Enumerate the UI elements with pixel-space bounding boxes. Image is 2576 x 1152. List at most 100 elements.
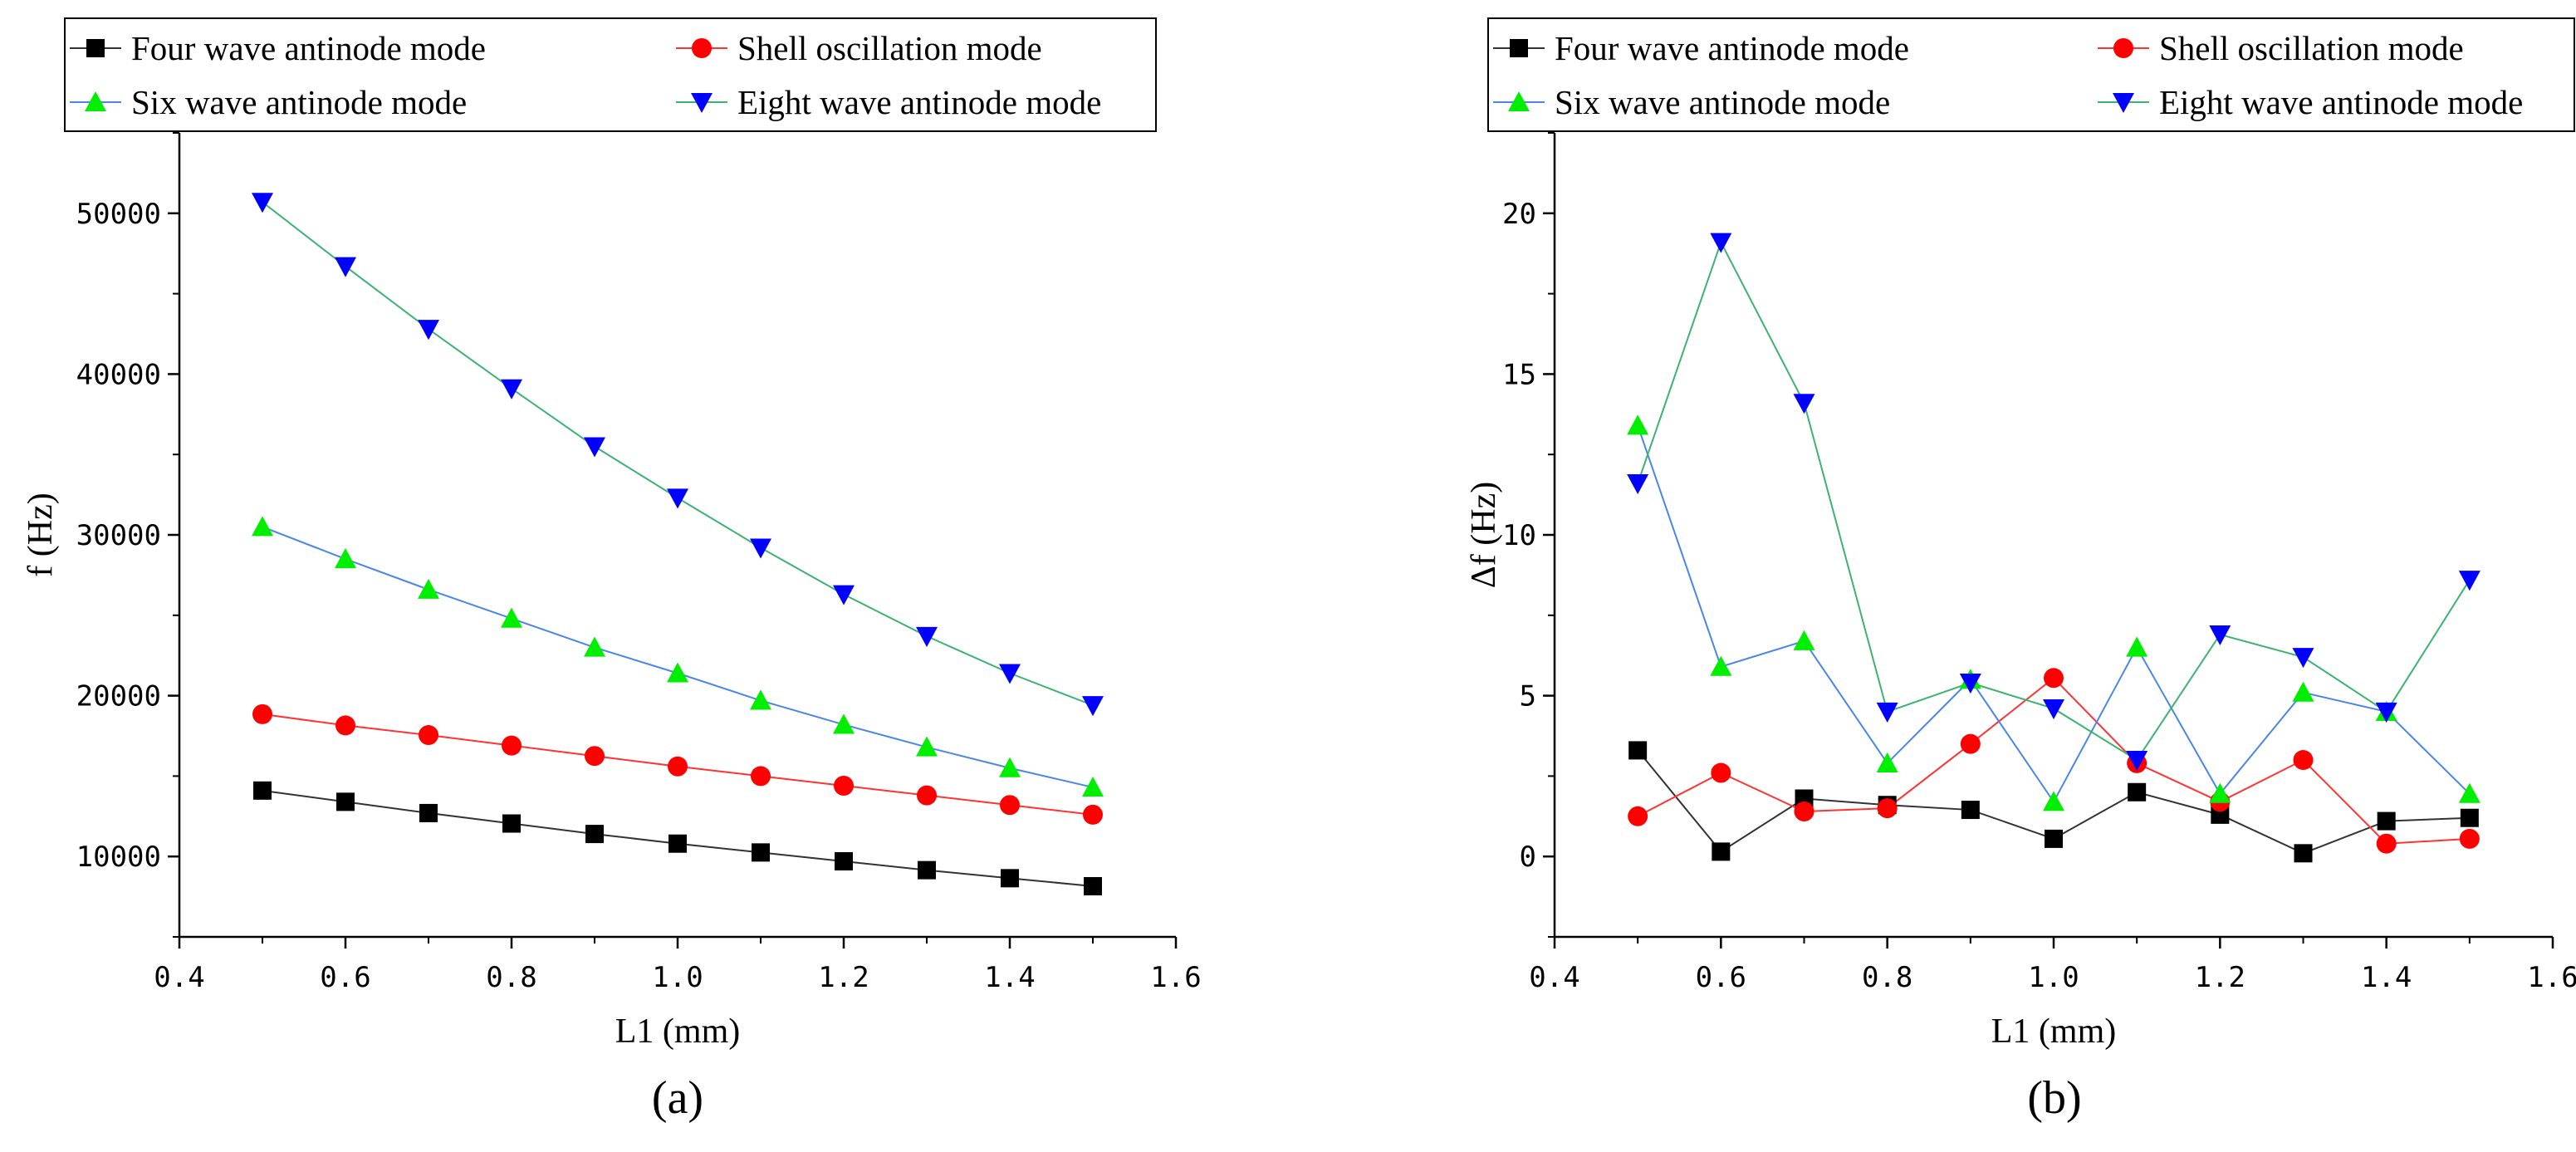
x-tick-label: 1.4 <box>984 961 1035 994</box>
panel-caption: (b) <box>2027 1072 2081 1124</box>
data-point <box>419 725 438 746</box>
data-point <box>585 746 605 767</box>
legend-label: Eight wave antinode mode <box>737 83 1101 121</box>
data-point <box>585 825 604 844</box>
data-point <box>1084 877 1102 896</box>
data-point <box>999 664 1021 684</box>
data-point <box>667 488 688 509</box>
data-point <box>916 736 938 757</box>
data-point <box>1082 776 1104 797</box>
legend-box <box>1487 17 2575 132</box>
legend-swatch-marker <box>86 39 105 57</box>
data-point <box>252 703 272 724</box>
y-tick-label: 10000 <box>76 841 161 874</box>
y-tick-label: 20 <box>1502 198 1536 231</box>
data-point <box>502 735 522 756</box>
legend-swatch-marker <box>691 92 713 113</box>
data-point <box>834 776 854 797</box>
data-point <box>1960 733 1981 754</box>
y-tick-label: 20000 <box>76 680 161 713</box>
data-point <box>2292 681 2314 702</box>
data-point <box>335 257 356 277</box>
data-point <box>2294 844 2313 863</box>
data-point <box>584 437 605 458</box>
data-point <box>252 516 273 537</box>
legend-label: Four wave antinode mode <box>1555 29 1909 67</box>
data-point <box>833 713 855 734</box>
legend-swatch-marker <box>2113 92 2134 113</box>
x-tick-label: 0.4 <box>1529 961 1579 994</box>
data-point <box>2043 699 2064 720</box>
data-point <box>2293 750 2314 771</box>
legend-label: Six wave antinode mode <box>131 83 467 121</box>
data-point <box>2045 829 2063 848</box>
data-point <box>1877 798 1898 819</box>
x-axis-label: L1 (mm) <box>1991 1012 2116 1051</box>
data-point <box>1627 473 1649 495</box>
data-point <box>1793 394 1815 414</box>
data-point <box>2209 625 2231 646</box>
series-line <box>262 201 1094 707</box>
data-point <box>750 538 771 559</box>
y-tick-label: 50000 <box>76 198 161 231</box>
y-tick-label: 0 <box>1520 841 1536 874</box>
data-point <box>2460 808 2479 827</box>
panel-b: 0.4 0.6 0.8 1.0 1.2 1.4 1.6 0 5 10 15 20 L1 (mm) Δf (… <box>1465 17 2576 1124</box>
data-point <box>418 320 439 341</box>
x-tick-label: 0.4 <box>154 961 204 994</box>
y-axis-label: f (Hz) <box>22 493 60 576</box>
data-point <box>835 852 853 871</box>
x-tick-label: 1.0 <box>2028 961 2079 994</box>
data-point <box>1710 233 1732 253</box>
legend-label: Shell oscillation mode <box>2159 29 2464 67</box>
x-tick-label: 1.2 <box>818 961 869 994</box>
data-point <box>1794 801 1814 821</box>
data-point <box>2128 782 2147 801</box>
data-point <box>502 814 521 833</box>
data-point <box>999 757 1021 777</box>
legend-swatch-marker <box>692 38 712 58</box>
legend-label: Six wave antinode mode <box>1555 83 1890 121</box>
data-point <box>667 662 688 683</box>
data-point <box>1628 806 1648 826</box>
x-tick-label: 1.6 <box>1150 961 1201 994</box>
data-point <box>668 834 687 853</box>
data-point <box>1793 630 1815 650</box>
data-point <box>419 803 438 822</box>
data-point <box>1628 741 1648 760</box>
legend-swatch-marker <box>85 91 106 112</box>
data-point <box>2292 648 2314 669</box>
data-point <box>2209 782 2231 803</box>
y-tick-label: 5 <box>1520 680 1536 713</box>
x-tick-label: 1.2 <box>2195 961 2245 994</box>
y-tick-label: 10 <box>1502 519 1536 552</box>
data-point <box>752 843 770 862</box>
data-point <box>918 860 936 880</box>
data-point <box>501 607 522 628</box>
legend-swatch-marker <box>1508 91 1530 112</box>
legend-swatch-marker <box>1510 39 1528 57</box>
x-axis-label: L1 (mm) <box>615 1012 740 1051</box>
y-tick-label: 15 <box>1502 358 1536 391</box>
data-point <box>1000 795 1020 816</box>
data-point <box>253 781 272 800</box>
x-tick-label: 0.8 <box>486 961 536 994</box>
data-point <box>917 785 937 806</box>
x-tick-label: 0.8 <box>1862 961 1912 994</box>
legend-swatch-marker <box>2113 38 2133 58</box>
data-point <box>1959 674 1981 694</box>
data-point <box>2458 571 2481 591</box>
data-point <box>1711 762 1731 783</box>
x-tick-label: 1.0 <box>652 961 703 994</box>
data-point <box>2044 668 2064 689</box>
data-point <box>2126 636 2148 657</box>
y-tick-label: 30000 <box>76 519 161 552</box>
data-point <box>336 792 355 811</box>
data-point <box>252 193 273 213</box>
data-point <box>584 636 605 657</box>
data-point <box>2377 811 2396 831</box>
data-point <box>1083 804 1103 825</box>
x-tick-label: 1.4 <box>2361 961 2412 994</box>
data-point <box>2458 782 2481 803</box>
